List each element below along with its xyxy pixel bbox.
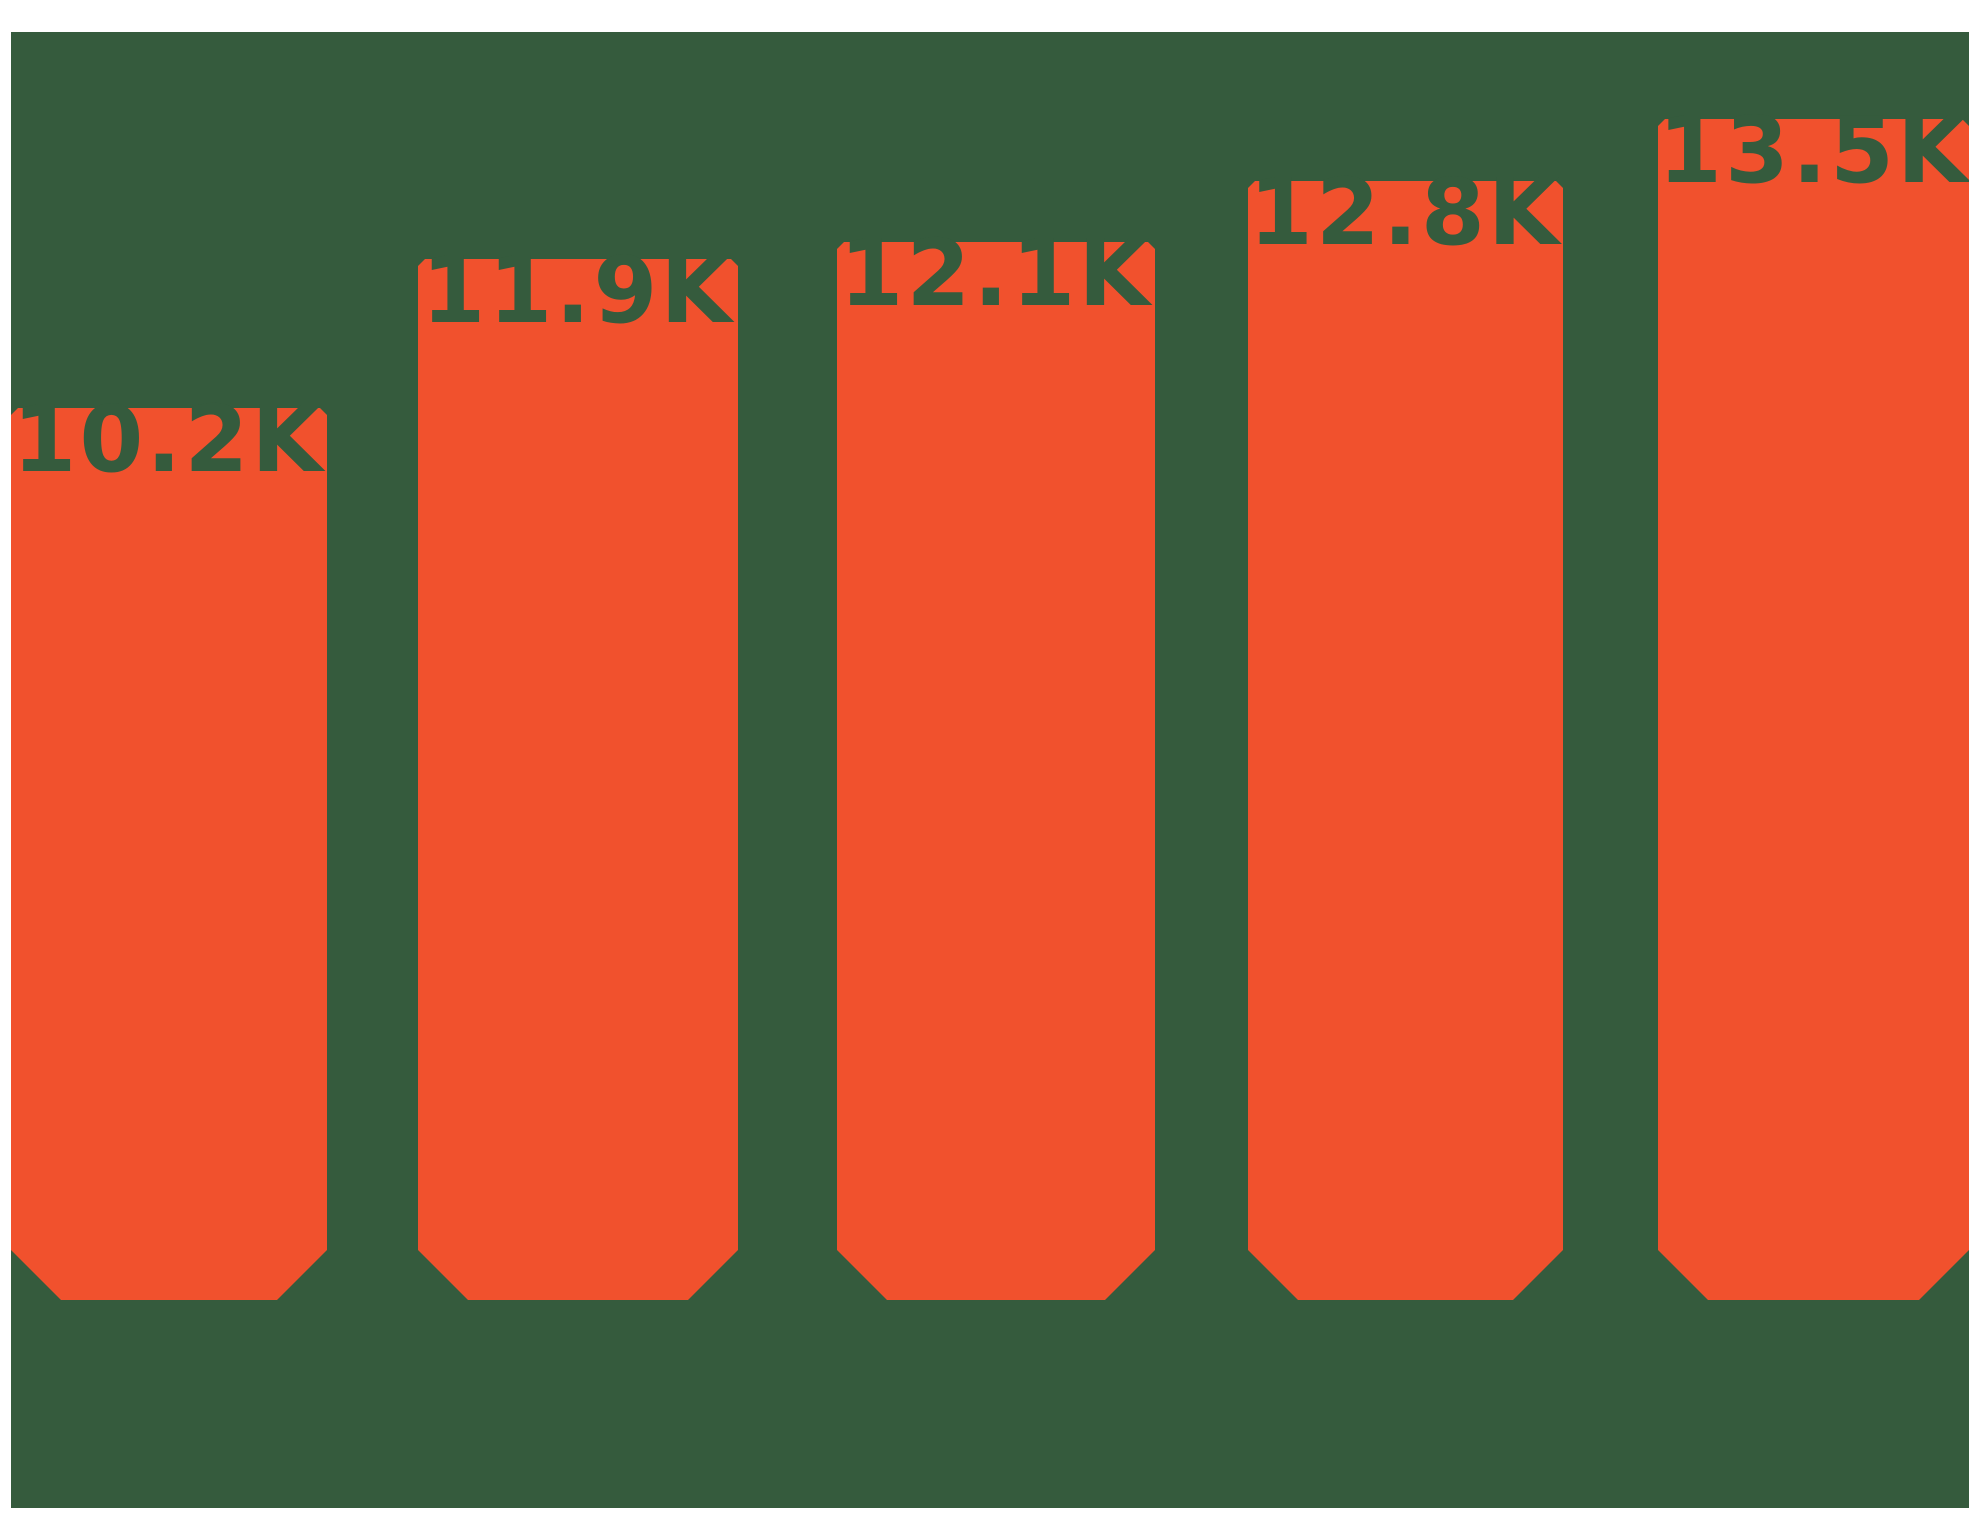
bar-3: [837, 242, 1155, 1300]
bar-5: [1658, 119, 1969, 1300]
bar-4: [1248, 181, 1563, 1300]
chart-panel: 10.2K 11.9K 12.1K 12.8K 13.5K: [11, 32, 1969, 1508]
bar-1: [11, 408, 327, 1300]
bar-2: [418, 259, 738, 1300]
